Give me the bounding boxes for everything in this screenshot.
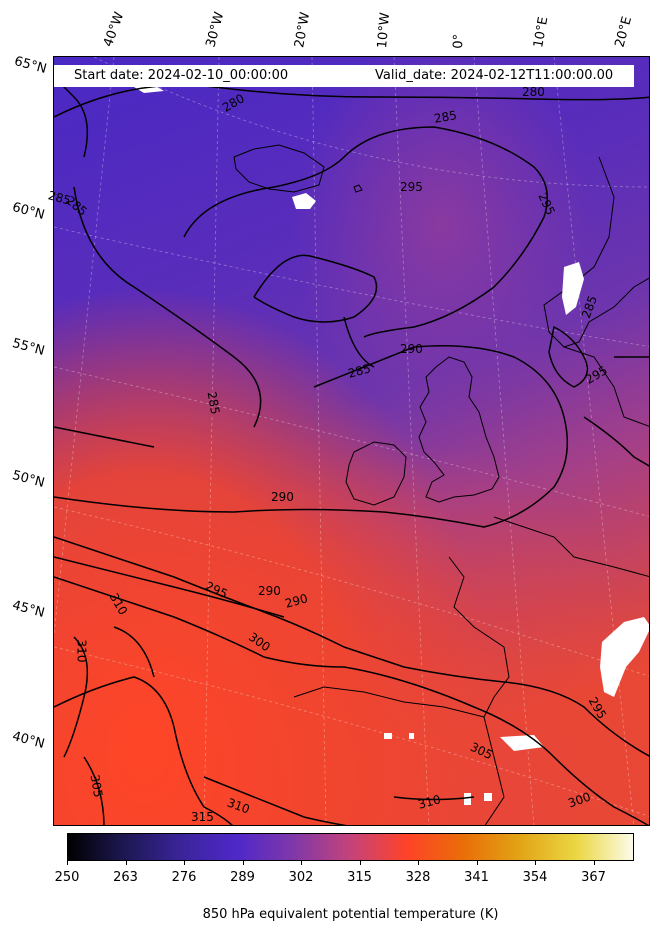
colorbar-tick [242,861,244,865]
colorbar-tick [593,861,595,865]
lon-label-20w: 20°W [292,11,314,50]
contour-label: 290 [258,584,281,598]
contours [54,76,649,825]
map-canvas [54,57,649,825]
colorbar-tick [67,861,68,865]
france-coast [448,556,510,718]
header-bar: Start date: 2024-02-10_00:00:00 Valid_da… [54,65,634,87]
colorbar-tick-label: 289 [230,870,255,885]
colorbar-tick-label: 354 [522,870,548,885]
warm-region-north-sea [54,57,649,825]
lat-label-45n: 45°N [10,598,47,621]
lon-label-10w: 10°W [375,11,394,49]
terrain-masks [134,85,649,805]
start-date-label: Start date: 2024-02-10_00:00:00 [74,68,289,83]
contour-label: 280 [522,85,545,99]
colorbar-title: 850 hPa equivalent potential temperature… [202,907,499,922]
colorbar-tick [184,861,185,865]
contour-label: 290 [400,342,423,356]
continent-coast [493,516,649,577]
colorbar-tick [418,861,419,865]
colorbar-tick-label: 263 [113,870,138,885]
lon-label-40w: 40°W [100,10,128,49]
lon-label-10e: 10°E [531,15,552,49]
contour-label: 310 [74,639,89,663]
faroes [353,184,363,193]
lat-label-50n: 50°N [10,468,47,491]
colorbar-tick-label: 276 [171,870,197,885]
lon-label-20e: 20°E [612,14,636,50]
lat-label-65n: 65°N [12,54,49,77]
lon-label-0: 0° [451,33,467,49]
colorbar-tick [535,861,536,865]
graticule [54,57,649,825]
colorbar-tick-label: 328 [405,870,431,885]
colorbar-tick [359,861,361,865]
colorbar-tick-label: 341 [464,870,489,885]
lon-label-30w: 30°W [203,10,228,49]
coastlines [233,144,649,825]
colorbar-tick-label: 315 [347,870,372,885]
map-panel: Start date: 2024-02-10_00:00:00 Valid_da… [53,56,650,826]
norway-coast [543,156,649,348]
scandinavia-south [563,346,649,427]
great-britain-coast [418,356,500,503]
colorbar-tick [125,861,127,865]
iberia-coast [293,686,505,825]
ireland-coast [345,441,407,506]
contour-label: 295 [400,180,423,194]
colorbar-tick-label: 250 [54,870,80,885]
contour-label: 315 [191,810,214,824]
valid-date-label: Valid_date: 2024-02-12T11:00:00.00 [375,68,614,83]
lat-label-40n: 40°N [10,729,47,752]
colorbar [67,833,634,861]
colorbar-tick-label: 367 [581,870,606,885]
lat-label-60n: 60°N [10,200,47,223]
iceland-coast [233,144,325,193]
colorbar-tick [476,861,478,865]
contour-label: 290 [271,490,294,504]
colorbar-tick [301,861,302,865]
colorbar-tick-label: 302 [288,870,314,885]
lat-label-55n: 55°N [10,336,47,359]
